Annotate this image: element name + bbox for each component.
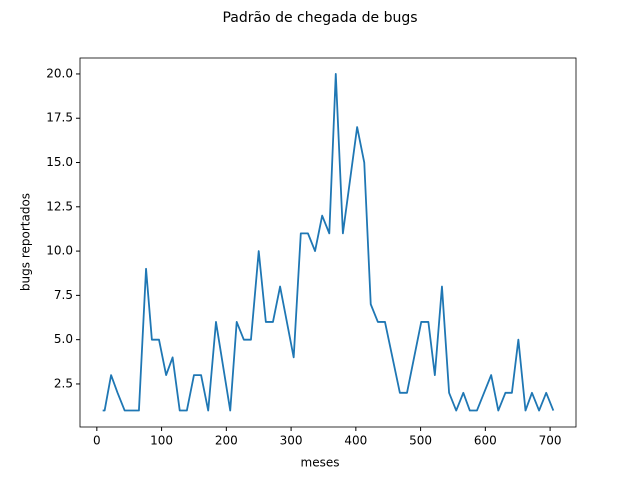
x-tick-label: 500 [409, 434, 432, 448]
line-series [102, 73, 555, 412]
y-tick-label: 7.5 [54, 288, 73, 302]
y-tick-label: 20.0 [46, 66, 73, 80]
y-tick-label: 2.5 [54, 376, 73, 390]
x-tick-label: 600 [474, 434, 497, 448]
chart-title: Padrão de chegada de bugs [222, 10, 417, 26]
y-tick-label: 17.5 [46, 111, 73, 125]
x-axis-label: meses [301, 456, 340, 470]
y-axis-label: bugs reportados [19, 193, 33, 291]
x-tick-label: 0 [93, 434, 101, 448]
y-tick-label: 5.0 [54, 332, 73, 346]
x-tick-label: 200 [215, 434, 238, 448]
y-tick-label: 12.5 [46, 199, 73, 213]
y-tick-label: 15.0 [46, 155, 73, 169]
x-tick-label: 400 [344, 434, 367, 448]
x-tick-label: 700 [539, 434, 562, 448]
y-tick-label: 10.0 [46, 244, 73, 258]
x-tick-label: 300 [280, 434, 303, 448]
plot-frame [79, 57, 577, 428]
x-tick-label: 100 [150, 434, 173, 448]
